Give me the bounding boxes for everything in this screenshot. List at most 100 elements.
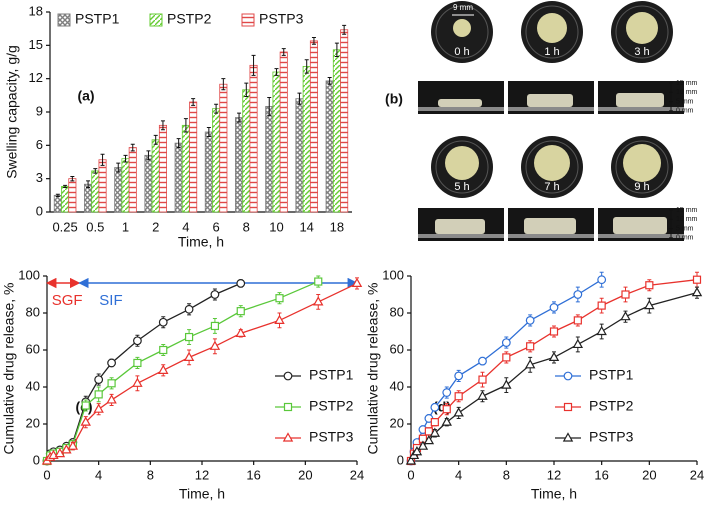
x-axis-label: Time, h <box>178 234 224 250</box>
error-bar <box>55 193 60 197</box>
data-point <box>430 418 439 427</box>
data-point <box>454 392 463 401</box>
error-bar <box>63 184 68 189</box>
data-point <box>442 388 452 397</box>
bar <box>98 159 107 213</box>
legend-swatch <box>57 13 71 27</box>
panel-label: (a) <box>77 88 94 104</box>
phase-label: SIF <box>99 292 122 309</box>
data-point <box>620 310 631 321</box>
data-point <box>501 379 512 389</box>
error-bar <box>70 175 75 182</box>
data-point <box>67 440 79 450</box>
data-point <box>596 325 607 336</box>
legend-label: PSTP1 <box>309 367 354 383</box>
error-bar <box>267 97 272 116</box>
photo-rim <box>435 140 489 194</box>
y-tick-label: 80 <box>390 304 404 319</box>
legend-swatch <box>241 13 255 27</box>
data-point <box>429 427 441 437</box>
legend-label: PSTP2 <box>309 398 354 414</box>
error-bar <box>191 98 196 106</box>
photo-time: 5 h <box>454 181 469 193</box>
data-point <box>209 340 221 350</box>
y-tick-label: 80 <box>26 304 40 319</box>
legend-label: PSTP3 <box>259 11 304 27</box>
y-axis-label: Cumulative drug release, % <box>1 283 17 455</box>
bar <box>68 178 77 213</box>
photo-rim <box>435 5 489 59</box>
y-tick-label: 0 <box>36 203 43 218</box>
data-point <box>235 327 246 337</box>
y-tick-label: 9 <box>36 103 43 118</box>
y-tick-label: 12 <box>29 70 43 85</box>
bar <box>128 147 137 213</box>
bar <box>302 66 311 213</box>
error-bar <box>237 112 242 123</box>
data-point <box>430 402 440 412</box>
data-point <box>210 321 220 331</box>
bar <box>340 29 349 213</box>
x-tick-label: 1 <box>122 219 129 234</box>
data-point <box>183 351 195 361</box>
error-bar <box>93 168 98 174</box>
data-point <box>94 375 104 385</box>
data-point <box>423 434 435 445</box>
error-bar <box>214 103 219 114</box>
data-point <box>621 290 630 299</box>
photo-time: 9 h <box>634 181 649 193</box>
x-tick-label: 18 <box>330 219 344 234</box>
bar <box>114 167 123 213</box>
side-sample <box>435 219 485 234</box>
data-point <box>691 286 703 297</box>
data-point <box>81 401 90 410</box>
data-point <box>454 371 464 381</box>
data-point <box>597 301 606 310</box>
y-tick-label: 20 <box>390 415 404 430</box>
photo-rim <box>615 5 669 59</box>
x-tick-label: 16 <box>594 467 608 482</box>
scale-bar-label: 9 mm <box>453 3 473 12</box>
error-bar <box>116 162 121 173</box>
phase-label: SGF <box>52 292 83 309</box>
bar <box>272 71 281 213</box>
y-axis-label: Swelling capacity, g/g <box>4 45 20 179</box>
photo-sample <box>537 13 567 43</box>
bar <box>219 83 228 213</box>
photo-rim <box>615 140 669 194</box>
data-point <box>572 338 584 349</box>
error-bar <box>221 78 226 91</box>
error-bar <box>304 59 309 74</box>
photo-sample <box>445 146 479 180</box>
bar <box>242 89 251 213</box>
side-base <box>598 107 684 111</box>
data-point <box>692 275 702 284</box>
x-tick-label: 24 <box>690 467 704 482</box>
x-tick-label: 4 <box>95 467 102 482</box>
data-point <box>94 390 103 399</box>
error-bar <box>206 127 211 137</box>
data-point <box>158 317 168 327</box>
error-bar <box>160 120 165 131</box>
bar <box>212 108 221 213</box>
x-tick-label: 8 <box>503 467 510 482</box>
y-tick-label: 15 <box>29 37 43 52</box>
data-point <box>411 446 423 456</box>
y-tick-label: 0 <box>397 452 404 467</box>
bar <box>265 106 274 213</box>
data-point <box>573 290 583 299</box>
bar <box>53 194 62 213</box>
side-scale-label: 10 mm <box>676 216 698 223</box>
data-point <box>502 353 511 362</box>
x-axis-label: Time, h <box>179 486 225 502</box>
legend-label: PSTP1 <box>589 367 634 383</box>
bar <box>91 170 100 213</box>
bar <box>61 186 70 213</box>
data-point <box>93 403 104 413</box>
side-base <box>418 234 504 238</box>
x-tick-label: 14 <box>299 219 313 234</box>
bar <box>144 154 153 213</box>
x-tick-label: 8 <box>243 219 250 234</box>
x-tick-label: 6 <box>212 219 219 234</box>
error-bar <box>123 154 128 163</box>
